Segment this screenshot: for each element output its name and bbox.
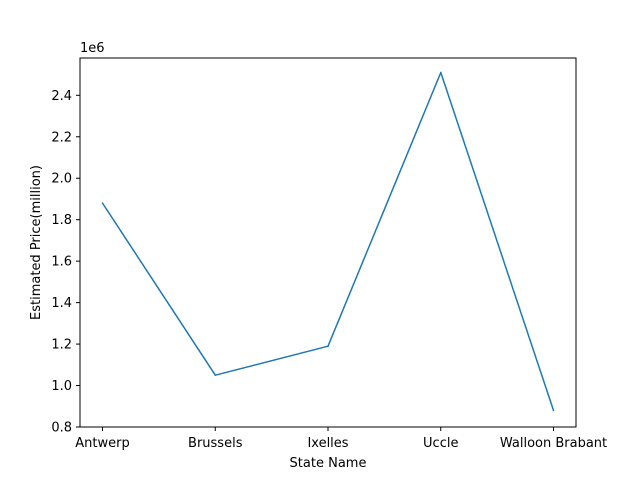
y-tick-label: 1.6 [51, 255, 72, 270]
y-tick-label: 2.4 [51, 89, 72, 104]
y-tick-label: 1.8 [51, 213, 72, 228]
y-tick-label: 1.4 [51, 296, 72, 311]
y-axis-ticks: 0.8 1.0 1.2 1.4 1.6 1.8 2.0 2.2 2.4 [51, 89, 80, 436]
data-point [327, 345, 329, 347]
x-axis-ticks: Antwerp Brussels Ixelles Uccle Walloon Braba… [75, 427, 607, 451]
x-tick-label: Uccle [423, 436, 458, 451]
plot-frame [79, 57, 577, 428]
y-tick-label: 2.2 [51, 130, 72, 145]
x-tick-label: Ixelles [307, 436, 348, 451]
data-point [440, 71, 442, 74]
data-point [101, 202, 104, 204]
x-tick-label: Brussels [188, 436, 243, 451]
series-layer [101, 71, 555, 412]
y-tick-label: 1.2 [51, 338, 72, 353]
x-axis-label: State Name [290, 456, 367, 471]
plot-area [80, 58, 576, 427]
data-point [214, 374, 216, 376]
x-tick-label: Walloon Brabant [500, 436, 607, 451]
y-tick-label: 1.0 [51, 379, 72, 394]
y-offset-text: 1e6 [80, 41, 105, 56]
data-point [552, 409, 555, 412]
y-tick-label: 0.8 [51, 421, 72, 436]
y-axis-label: Estimated Price(million) [29, 165, 44, 320]
y-tick-label: 2.0 [51, 172, 72, 187]
x-tick-label: Antwerp [75, 436, 129, 451]
